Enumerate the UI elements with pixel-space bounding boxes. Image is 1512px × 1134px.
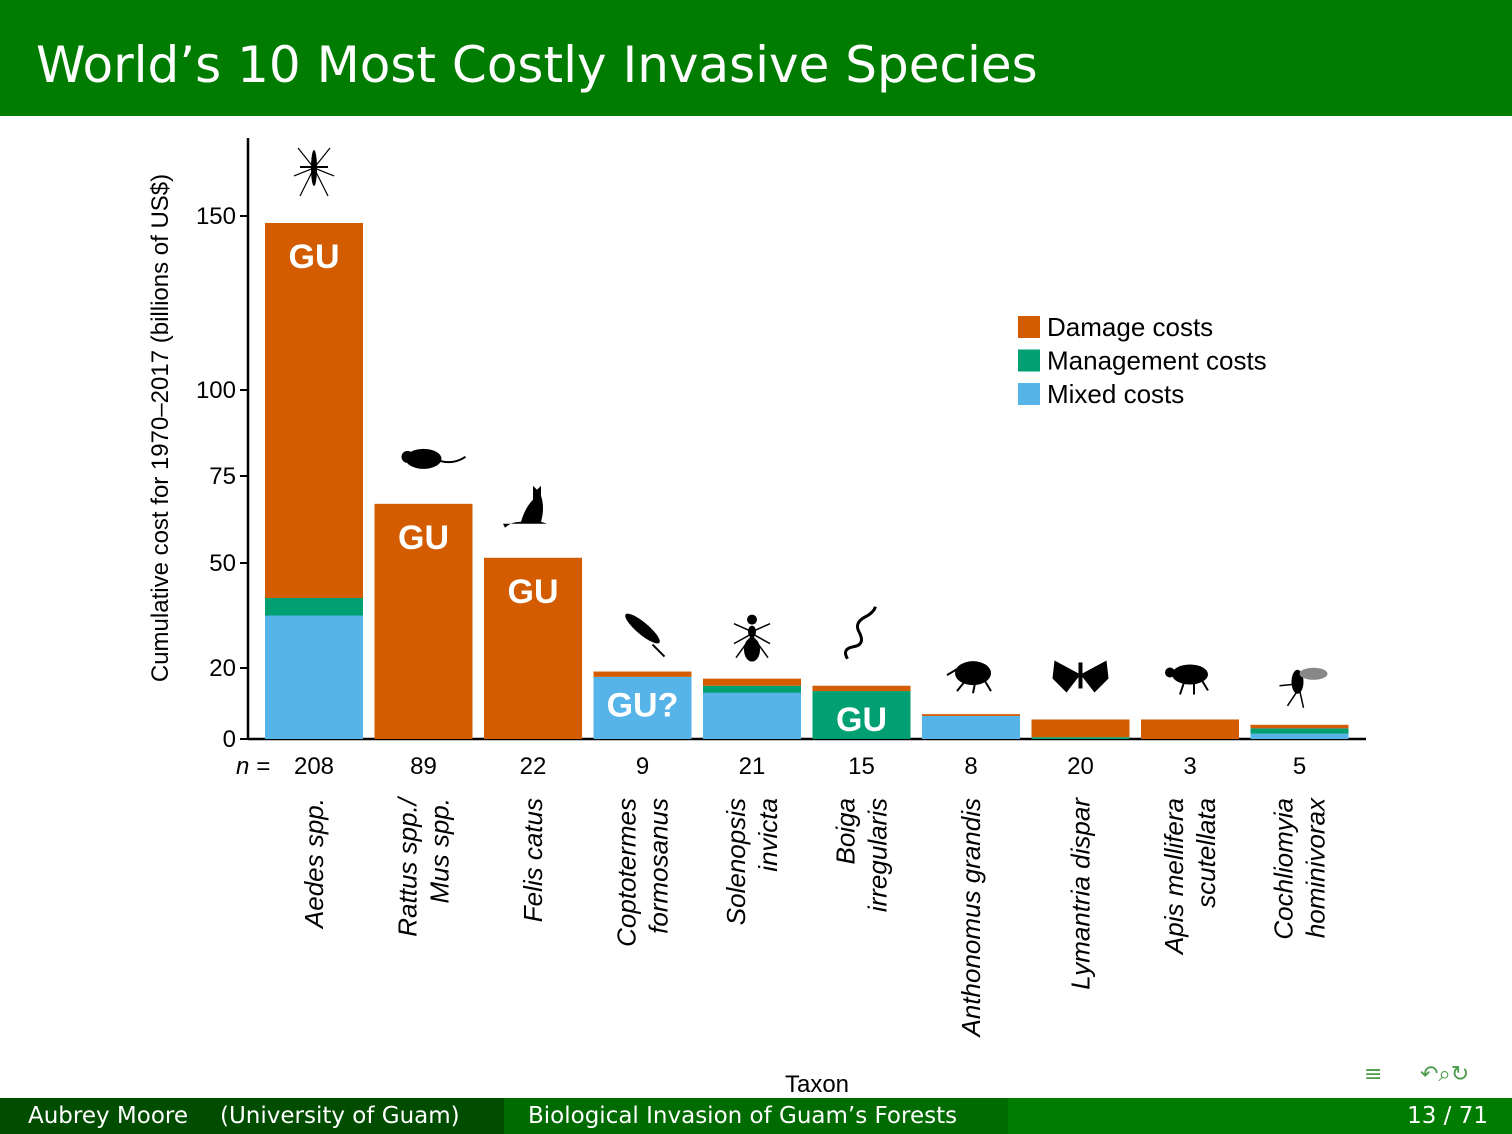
bar-segment-mixed (593, 676, 692, 739)
n-value: 89 (410, 753, 437, 780)
nav-controls-icon[interactable]: ↶⌕↻ (1420, 1062, 1470, 1087)
n-value: 22 (520, 753, 547, 780)
bar-segment-management (1031, 737, 1130, 739)
bee-icon (1165, 664, 1209, 695)
bar-segment-mixed (1250, 733, 1349, 739)
y-tick-label: 50 (209, 550, 236, 577)
bar-segment-management (812, 691, 911, 739)
taxon-label: Apis melliferascutellata (1159, 798, 1221, 956)
y-axis-title: Cumulative cost for 1970–2017 (billions … (147, 174, 174, 682)
footer-bar: Aubrey Moore (University of Guam) Biolog… (0, 1098, 1512, 1134)
y-tick-label: 100 (196, 377, 236, 404)
bar-label: GU? (607, 687, 679, 725)
bar-segment-damage (484, 557, 582, 739)
footer-institution: (University of Guam) (220, 1103, 460, 1129)
bar-segment-damage (922, 714, 1020, 716)
taxon-label: Coptotermesformosanus (612, 798, 674, 947)
mosquito-icon (293, 147, 335, 197)
cost-bar-chart: 0 20 50 75 100 150 Cumulative cost for 1970–20… (147, 138, 1366, 1098)
n-value: 20 (1067, 753, 1094, 780)
legend-label-damage: Damage costs (1047, 312, 1213, 342)
y-tick-label: 75 (209, 463, 236, 490)
footer-talk-title: Biological Invasion of Guam’s Forests (528, 1103, 958, 1129)
taxon-label: Rattus spp./Mus spp. (393, 795, 455, 937)
bar-segment-damage (703, 678, 801, 686)
y-tick-label: 150 (196, 203, 236, 230)
n-value: 15 (848, 753, 875, 780)
rat-icon (401, 448, 467, 469)
n-label: n = (236, 753, 270, 780)
bar-segment-mixed (265, 615, 363, 739)
cat-icon (503, 485, 547, 528)
taxon-label: Lymantria dispar (1066, 797, 1096, 990)
bar-segment-damage (812, 685, 911, 692)
footer-page-segment: 13 / 71 (1008, 1098, 1512, 1134)
moth-icon (1052, 660, 1109, 693)
taxon-label: Anthonomus grandis (956, 798, 986, 1038)
bar-segment-damage (1250, 724, 1349, 729)
n-value: 5 (1293, 753, 1306, 780)
bar-segment-damage (374, 503, 473, 739)
taxon-label: Aedes spp. (299, 798, 329, 930)
bar-segment-damage (593, 671, 692, 677)
bar-label: GU (836, 701, 887, 739)
footer-page-number: 13 / 71 (1407, 1103, 1488, 1129)
n-value: 3 (1183, 753, 1196, 780)
n-value: 208 (294, 753, 334, 780)
bar-label: GU (508, 573, 559, 611)
n-value: 8 (964, 753, 977, 780)
bar-label: GU (289, 238, 340, 276)
y-tick-label: 0 (223, 726, 236, 753)
outline-icon[interactable]: ≡ (1364, 1062, 1383, 1087)
bar-segment-damage (1031, 719, 1130, 738)
ant-icon (733, 614, 771, 662)
taxon-label: Felis catus (518, 798, 548, 922)
legend-swatch-management (1018, 349, 1040, 372)
y-tick-label: 20 (209, 655, 236, 682)
taxon-label: Boigairregularis (831, 798, 893, 912)
bar-label: GU (398, 519, 449, 557)
bar-segment-damage (1141, 719, 1239, 739)
legend-label-mixed: Mixed costs (1047, 379, 1184, 409)
taxon-label: Solenopsisinvicta (721, 798, 783, 925)
taxon-label: Cochliomyiahominivorax (1269, 797, 1331, 940)
fly-icon (1279, 667, 1328, 708)
x-axis-title: Taxon (785, 1071, 849, 1098)
bar-segment-management (1250, 728, 1349, 734)
footer-author-segment: Aubrey Moore (University of Guam) (0, 1098, 504, 1134)
bar-segment-damage (265, 222, 363, 598)
legend-swatch-mixed (1018, 383, 1040, 405)
termite-icon (625, 613, 666, 658)
footer-title-segment: Biological Invasion of Guam’s Forests (504, 1098, 1008, 1134)
footer-author: Aubrey Moore (28, 1103, 189, 1129)
weevil-icon (946, 661, 992, 694)
title-bar: World’s 10 Most Costly Invasive Species (0, 0, 1512, 116)
bar-segment-management (703, 685, 801, 693)
slide-title: World’s 10 Most Costly Invasive Species (36, 36, 1038, 94)
n-value: 9 (636, 753, 649, 780)
n-value: 21 (739, 753, 766, 780)
bar-segment-management (265, 598, 363, 616)
legend-swatch-damage (1018, 316, 1040, 338)
bar-segment-mixed (703, 692, 801, 739)
legend-label-management: Management costs (1047, 346, 1267, 376)
snake-icon (844, 606, 877, 660)
bar-segment-mixed (922, 715, 1020, 739)
